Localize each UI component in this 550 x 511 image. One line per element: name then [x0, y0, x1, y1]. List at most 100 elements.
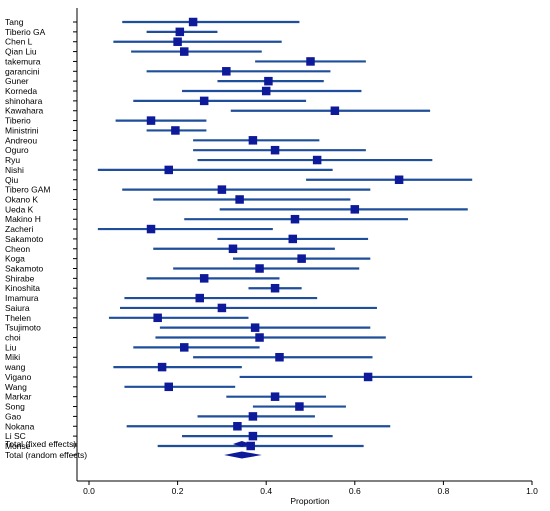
x-tick-label: 0.8: [437, 486, 449, 496]
study-estimate-marker: [179, 47, 189, 56]
study-label: Chen L: [5, 37, 33, 47]
study-label: Song: [5, 402, 25, 412]
study-label: Tsujimoto: [5, 323, 41, 333]
study-estimate-marker: [199, 274, 209, 283]
study-label: Ueda K: [5, 204, 34, 214]
study-label: choi: [5, 333, 21, 343]
study-estimate-marker: [270, 145, 280, 155]
study-label: Gao: [5, 411, 21, 421]
study-estimate-marker: [255, 264, 264, 273]
study-estimate-marker: [246, 441, 255, 451]
study-label: Koga: [5, 254, 25, 264]
x-axis: 0.0 0.2 0.4 0.6 0.8 1.0: [77, 480, 538, 496]
study-label: Li SC: [5, 431, 26, 441]
study-label: Morise: [5, 441, 31, 451]
study-estimate-marker: [199, 96, 209, 106]
study-label: Kinoshita: [5, 283, 40, 293]
x-tick-label: 0.2: [172, 486, 184, 496]
study-label: Qian Liu: [5, 47, 37, 57]
study-label: Guner: [5, 76, 29, 86]
study-label: Oguro: [5, 145, 29, 155]
study-label: Saiura: [5, 303, 30, 313]
study-estimate-marker: [171, 126, 180, 135]
study-label: wang: [4, 362, 26, 372]
study-label: Shirabe: [5, 273, 35, 283]
x-tick-label: 0.0: [83, 486, 95, 496]
study-estimate-marker: [179, 343, 189, 352]
study-label: garancini: [5, 66, 40, 76]
study-estimate-marker: [164, 165, 173, 175]
study-label: shinohara: [5, 96, 43, 106]
study-estimate-marker: [228, 244, 238, 254]
study-estimate-marker: [248, 431, 258, 441]
study-label: Ryu: [5, 155, 20, 165]
study-estimate-marker: [255, 333, 264, 342]
study-estimate-marker: [195, 293, 204, 303]
study-estimate-marker: [157, 362, 167, 372]
study-label: Zacheri: [5, 224, 33, 234]
study-estimate-marker: [288, 234, 298, 244]
study-estimate-marker: [270, 283, 280, 293]
study-label: Nokana: [5, 421, 35, 431]
study-estimate-marker: [164, 382, 173, 392]
pooled-diamond: [224, 451, 262, 459]
study-estimate-marker: [330, 106, 340, 115]
study-label: Kawahara: [5, 106, 44, 116]
study-estimates: [146, 17, 404, 451]
study-estimate-marker: [297, 254, 306, 263]
study-estimate-marker: [250, 323, 260, 332]
study-estimate-marker: [188, 17, 198, 27]
study-label: Nishi: [5, 165, 24, 175]
x-tick-label: 0.6: [349, 486, 361, 496]
study-label: Tiberio GA: [5, 27, 46, 37]
study-estimate-marker: [394, 175, 404, 185]
study-label: Makino H: [5, 214, 41, 224]
study-estimate-marker: [233, 422, 242, 431]
study-estimate-marker: [153, 313, 162, 323]
pooled-estimates: [224, 441, 262, 459]
study-estimate-marker: [173, 37, 182, 46]
study-label: takemura: [5, 56, 41, 66]
study-label: Vigano: [5, 372, 32, 382]
study-label: Miki: [5, 352, 20, 362]
study-estimate-marker: [248, 136, 258, 145]
study-estimate-marker: [363, 372, 373, 382]
study-label: Wang: [5, 382, 27, 392]
study-estimate-marker: [275, 352, 284, 362]
study-estimate-marker: [217, 185, 227, 194]
study-label: Qiu: [5, 175, 19, 185]
study-label: Sakamoto: [5, 234, 44, 244]
study-label: Ministrini: [5, 125, 39, 135]
study-label: Tang: [5, 17, 24, 27]
study-label: Cheon: [5, 244, 30, 254]
study-estimate-marker: [235, 195, 244, 204]
x-tick-label: 0.4: [260, 486, 272, 496]
study-estimate-marker: [146, 224, 156, 234]
pooled-label: Total (random effects): [5, 450, 87, 460]
study-estimate-marker: [306, 57, 315, 66]
x-axis-label: Proportion: [290, 496, 329, 506]
study-label: Liu: [5, 342, 17, 352]
study-estimate-marker: [264, 76, 273, 86]
x-tick-label: 1.0: [526, 486, 538, 496]
study-estimate-marker: [217, 303, 227, 313]
study-estimate-marker: [248, 412, 258, 421]
confidence-intervals: [97, 20, 473, 448]
study-label: Sakamoto: [5, 264, 44, 274]
study-estimate-marker: [222, 67, 231, 76]
pooled-diamond: [232, 441, 251, 447]
study-estimate-marker: [295, 402, 304, 411]
study-estimate-marker: [270, 392, 280, 401]
study-label: Thelen: [5, 313, 31, 323]
study-label: Tibero GAM: [5, 185, 51, 195]
study-estimate-marker: [175, 27, 185, 37]
study-estimate-marker: [261, 86, 271, 96]
study-label: Markar: [5, 392, 32, 402]
study-label: Okano K: [5, 194, 38, 204]
study-estimate-marker: [146, 116, 156, 125]
pooled-label: Total (fixed effects): [5, 439, 76, 449]
study-estimate-marker: [290, 214, 300, 224]
study-estimate-marker: [350, 205, 360, 214]
